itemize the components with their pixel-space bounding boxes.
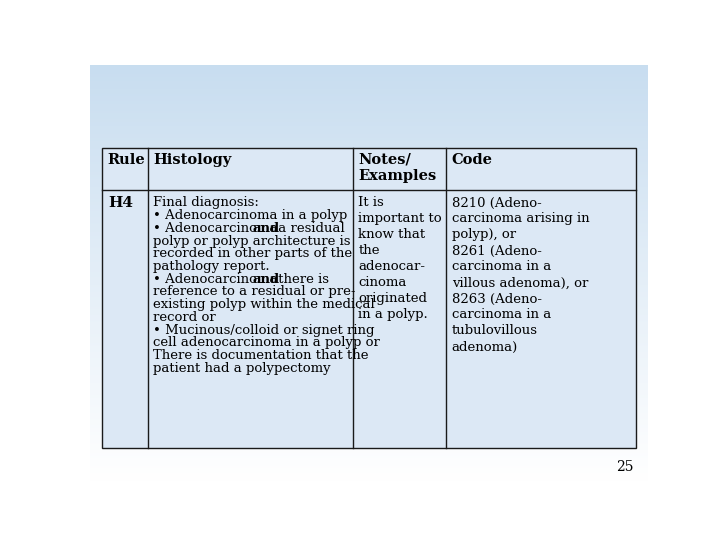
Text: Final diagnosis:: Final diagnosis: [153, 197, 259, 210]
Text: Notes/
Examples: Notes/ Examples [359, 153, 436, 184]
Text: cell adenocarcinoma in a polyp or: cell adenocarcinoma in a polyp or [153, 336, 380, 349]
Text: recorded in other parts of the: recorded in other parts of the [153, 247, 352, 260]
Text: There is documentation that the: There is documentation that the [153, 349, 369, 362]
Text: and: and [253, 273, 280, 286]
Text: • Adenocarcinoma: • Adenocarcinoma [153, 273, 282, 286]
Text: pathology report.: pathology report. [153, 260, 270, 273]
Text: patient had a polypectomy: patient had a polypectomy [153, 362, 330, 375]
Text: 25: 25 [616, 461, 634, 475]
Text: polyp or polyp architecture is: polyp or polyp architecture is [153, 234, 351, 247]
Text: It is
important to
know that
the
adenocar-
cinoma
originated
in a polyp.: It is important to know that the adenoca… [359, 197, 442, 321]
Text: Code: Code [451, 153, 492, 166]
Text: 8210 (Adeno-
carcinoma arising in
polyp), or
8261 (Adeno-
carcinoma in a
villous: 8210 (Adeno- carcinoma arising in polyp)… [451, 197, 590, 354]
Text: H4: H4 [108, 197, 132, 211]
Text: • Adenocarcinoma: • Adenocarcinoma [153, 222, 282, 235]
Text: record or: record or [153, 311, 216, 324]
Text: Rule: Rule [108, 153, 145, 166]
Text: existing polyp within the medical: existing polyp within the medical [153, 298, 375, 311]
Text: a residual: a residual [274, 222, 345, 235]
Text: • Adenocarcinoma in a polyp: • Adenocarcinoma in a polyp [153, 209, 347, 222]
Text: reference to a residual or pre-: reference to a residual or pre- [153, 286, 356, 299]
Text: Histology: Histology [153, 153, 231, 166]
Text: there is: there is [274, 273, 329, 286]
Bar [102, 148, 636, 448]
Text: • Mucinous/colloid or signet ring: • Mucinous/colloid or signet ring [153, 323, 374, 336]
Text: and: and [253, 222, 280, 235]
